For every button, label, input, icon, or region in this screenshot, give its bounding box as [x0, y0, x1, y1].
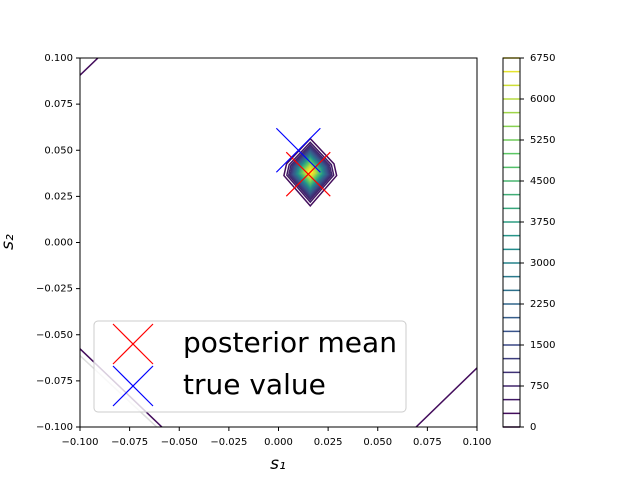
- x-tick-label: −0.100: [61, 437, 98, 448]
- legend-box: [93, 320, 407, 413]
- y-tick-label: −0.050: [36, 330, 73, 341]
- contour-line: [80, 58, 99, 77]
- y-tick-label: 0.075: [44, 99, 73, 110]
- legend-label: posterior mean: [183, 326, 397, 359]
- contour-line: [291, 148, 329, 197]
- colorbar-tick-label: 6000: [530, 94, 555, 105]
- colorbar-tick-label: 0: [530, 422, 536, 433]
- legend-marker: [112, 323, 154, 365]
- x-tick-label: −0.050: [161, 437, 198, 448]
- contour-line: [283, 137, 338, 208]
- colorbar-tick-label: 4500: [530, 176, 555, 187]
- contour-line: [305, 165, 316, 179]
- x-tick-label: 0.050: [363, 437, 392, 448]
- colorbar-tick-label: 750: [530, 381, 549, 392]
- y-tick-label: −0.025: [36, 284, 73, 295]
- y-tick-label: −0.075: [36, 376, 73, 387]
- plot-area: [80, 58, 477, 427]
- legend-label: true value: [183, 368, 326, 401]
- contour-line: [304, 164, 317, 180]
- x-tick-label: 0.025: [314, 437, 343, 448]
- colorbar-tick-label: 2250: [530, 299, 555, 310]
- colorbar-tick-label: 3750: [530, 217, 555, 228]
- marker: [275, 127, 321, 173]
- contour-line: [287, 143, 333, 201]
- colorbar-tick-label: 6750: [530, 53, 555, 64]
- y-axis-label: s₂: [0, 234, 18, 250]
- x-tick-label: 0.100: [463, 437, 492, 448]
- x-tick-label: 0.075: [413, 437, 442, 448]
- y-tick-label: 0.025: [44, 191, 73, 202]
- y-tick-label: −0.100: [36, 422, 73, 433]
- contour-line: [415, 366, 477, 427]
- contour-line: [290, 147, 330, 198]
- legend: posterior mean true value: [93, 320, 407, 413]
- colorbar-tick-label: 3000: [530, 258, 555, 269]
- marker: [285, 151, 331, 197]
- y-tick-label: 0.050: [44, 145, 73, 156]
- x-axis-label: s₁: [270, 454, 286, 474]
- y-tick-label: 0.100: [44, 53, 73, 64]
- legend-marker: [112, 365, 154, 407]
- x-tick-label: 0.000: [264, 437, 293, 448]
- colorbar-frame: [502, 57, 521, 428]
- contour-line: [289, 145, 332, 200]
- x-tick-label: −0.025: [210, 437, 247, 448]
- colorbar-tick-label: 1500: [530, 340, 555, 351]
- contour-line: [286, 141, 335, 204]
- y-tick-label: 0.000: [44, 238, 73, 249]
- colorbar-tick-label: 5250: [530, 135, 555, 146]
- x-tick-label: −0.075: [111, 437, 148, 448]
